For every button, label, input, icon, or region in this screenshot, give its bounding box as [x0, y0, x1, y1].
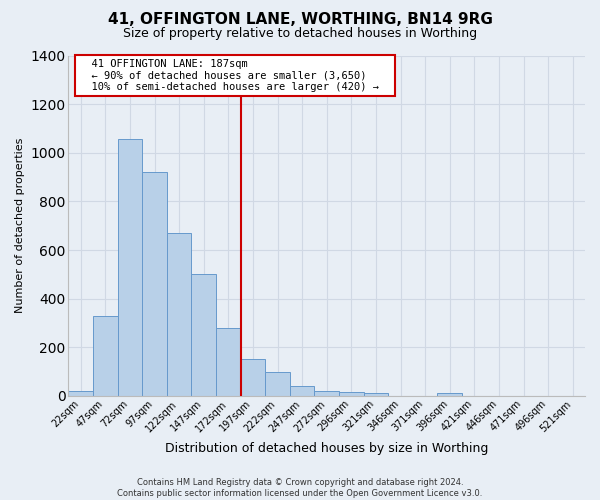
Bar [68, 391, 93, 396]
Bar [93, 316, 118, 396]
Bar [339, 392, 364, 396]
Y-axis label: Number of detached properties: Number of detached properties [15, 138, 25, 314]
Bar [216, 328, 241, 396]
Text: 41, OFFINGTON LANE, WORTHING, BN14 9RG: 41, OFFINGTON LANE, WORTHING, BN14 9RG [107, 12, 493, 28]
Bar [118, 140, 142, 396]
Bar [265, 372, 290, 396]
Text: Size of property relative to detached houses in Worthing: Size of property relative to detached ho… [123, 28, 477, 40]
Bar [314, 390, 339, 396]
X-axis label: Distribution of detached houses by size in Worthing: Distribution of detached houses by size … [165, 442, 488, 455]
Bar [364, 393, 388, 396]
Bar [142, 172, 167, 396]
Bar [290, 386, 314, 396]
Bar [437, 394, 462, 396]
Bar [167, 233, 191, 396]
Bar [191, 274, 216, 396]
Bar [241, 360, 265, 396]
Text: 41 OFFINGTON LANE: 187sqm
  ← 90% of detached houses are smaller (3,650)
  10% o: 41 OFFINGTON LANE: 187sqm ← 90% of detac… [79, 59, 391, 92]
Text: Contains HM Land Registry data © Crown copyright and database right 2024.
Contai: Contains HM Land Registry data © Crown c… [118, 478, 482, 498]
